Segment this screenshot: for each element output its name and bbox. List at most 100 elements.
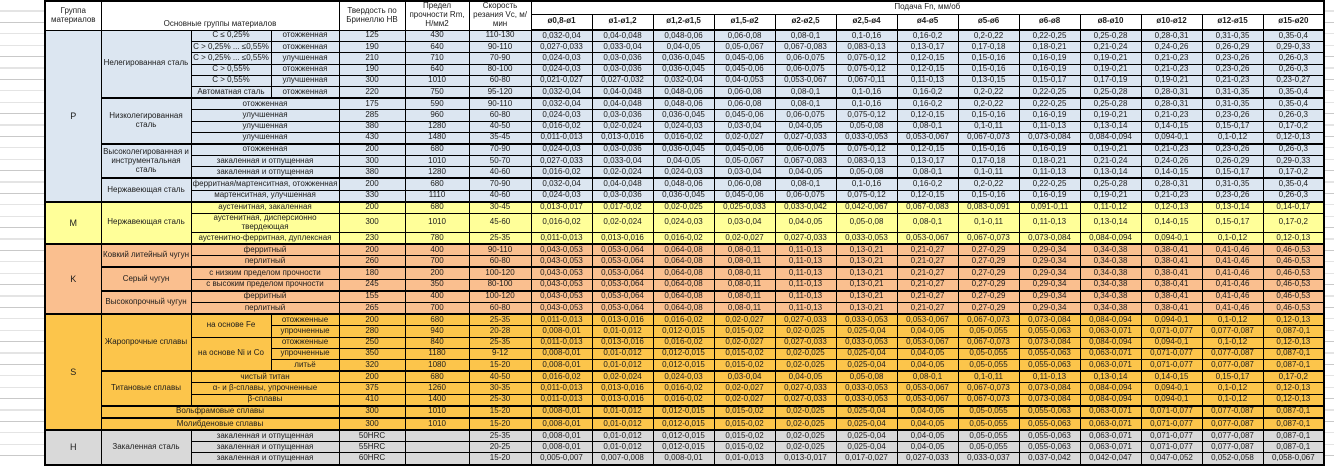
feed-cell: 0,008-0,01: [530, 416, 593, 431]
feed-cell: 0,05-0,067: [713, 41, 776, 54]
feed-cell: 0,008-0,01: [530, 325, 593, 338]
table-row: M Нержавеющая сталь аустенитная, закаленна…: [44, 200, 1325, 245]
feed-cell: 0,17-0,2: [1262, 370, 1325, 384]
feed-cell: 0,033-0,037: [957, 452, 1020, 466]
feed-cell: 0,02-0,024: [591, 370, 654, 384]
feed-cell: 0,26-0,29: [1201, 155, 1264, 168]
feed-cell: 0,024-0,03: [530, 63, 593, 76]
feed-cell: 0,027-0,033: [530, 155, 593, 168]
hardness-cell: 380: [338, 120, 406, 133]
feed-cell: 0,34-0,38: [1079, 278, 1142, 292]
feed-cell: 0,011-0,013: [530, 336, 593, 349]
material-cell: улучшенная: [270, 52, 340, 65]
material-cell: закаленная и отпущенная: [190, 441, 340, 454]
feed-cell: 0,19-0,21: [1079, 189, 1142, 203]
group-letter-cell: P: [44, 29, 102, 203]
material-cell: закаленная и отпущенная: [190, 429, 340, 443]
feed-cell: 0,094-0,1: [1140, 382, 1203, 395]
material-cell: C > 0,55%: [190, 74, 272, 87]
material-cell: C > 0,25% ... ≤0,55%: [190, 41, 272, 54]
cutting-speed-cell: 90-110: [468, 97, 532, 111]
feed-cell: 0,04-0,048: [591, 29, 654, 43]
feed-cell: 0,29-0,34: [1018, 302, 1081, 315]
feed-cell: 0,12-0,13: [1262, 393, 1325, 407]
feed-cell: 0,11-0,13: [1018, 213, 1081, 233]
material-cell: Молибденовые сплавы: [100, 416, 340, 431]
cutting-speed-cell: 20-28: [468, 325, 532, 338]
feed-cell: 0,08-0,11: [713, 302, 776, 315]
feed-cell: 0,073-0,084: [1018, 313, 1081, 327]
feed-cell: 0,17-0,2: [1262, 213, 1325, 233]
feed-cell: 0,16-0,19: [1018, 109, 1081, 122]
feed-cell: 0,073-0,084: [1018, 336, 1081, 349]
feed-cell: 0,063-0,071: [1079, 358, 1142, 372]
feed-cell: 0,05-0,055: [957, 441, 1020, 454]
feed-cell: 0,12-0,15: [896, 109, 959, 122]
group-letter-cell: M: [44, 200, 102, 245]
feed-cell: 0,036-0,045: [652, 142, 715, 157]
feed-cell: 0,17-0,19: [1079, 74, 1142, 87]
strength-cell: 1010: [404, 213, 470, 233]
feed-cell: 0,084-0,094: [1079, 336, 1142, 349]
feed-cell: 0,013-0,016: [591, 393, 654, 407]
feed-cell: 0,23-0,26: [1201, 142, 1264, 157]
feed-cell: 0,01-0,012: [591, 441, 654, 454]
feed-cell: 0,053-0,067: [774, 74, 837, 87]
table-row: Серый чугун с низким пределом прочности 18…: [45, 266, 1325, 292]
feed-cell: 0,23-0,27: [1262, 74, 1325, 87]
feed-cell: 0,1-0,12: [1201, 336, 1264, 349]
feed-cell: 0,04-0,05: [896, 441, 959, 454]
spreadsheet-gutter-right: [1325, 0, 1334, 458]
materials-cutting-table: Группа материалов Основные группы материа…: [44, 0, 1326, 466]
strength-cell: 680: [404, 177, 470, 191]
feed-cell: 0,064-0,08: [652, 278, 715, 292]
table-row: аустенитно-ферритная, дуплексная 230 780 25…: [45, 231, 1325, 245]
feed-cell: 0,14-0,15: [1140, 370, 1203, 384]
feed-cell: 0,071-0,077: [1140, 441, 1203, 454]
feed-cell: 0,027-0,033: [774, 336, 837, 349]
feed-cell: 0,06-0,075: [774, 142, 837, 157]
hardness-cell: 410: [338, 393, 406, 407]
hardness-cell: 210: [338, 52, 406, 65]
feed-cell: 0,34-0,38: [1079, 266, 1142, 280]
feed-cell: 0,13-0,21: [835, 255, 898, 268]
cutting-speed-cell: 25-35: [468, 231, 532, 245]
feed-cell: 0,12-0,15: [896, 52, 959, 65]
strength-cell: 940: [404, 325, 470, 338]
feed-cell: 0,15-0,16: [957, 109, 1020, 122]
material-cell: C > 0,55%: [190, 63, 272, 76]
col-header-diameter-range: ø1-ø1,2: [591, 13, 654, 31]
material-cell: Автоматная сталь: [190, 85, 272, 99]
strength-cell: 1180: [404, 347, 470, 360]
feed-cell: 0,34-0,38: [1079, 243, 1142, 257]
feed-cell: 0,048-0,06: [652, 97, 715, 111]
material-cell: закаленная и отпущенная: [190, 166, 340, 179]
hardness-cell: 230: [338, 231, 406, 245]
feed-cell: 0,064-0,08: [652, 255, 715, 268]
feed-cell: 0,045-0,06: [713, 189, 776, 203]
col-header-diameter-range: ø4-ø5: [896, 13, 959, 31]
material-cell: C ≤ 0,25%: [190, 29, 272, 43]
feed-cell: 0,048-0,06: [652, 85, 715, 99]
feed-cell: 0,1-0,16: [835, 97, 898, 111]
feed-cell: 0,015-0,02: [713, 429, 776, 443]
table-row: на основе Ni и Co отожженные 250 840 25-35 0,…: [45, 336, 1325, 372]
feed-cell: 0,067-0,083: [896, 200, 959, 214]
cutting-speed-cell: 60-80: [468, 74, 532, 87]
feed-cell: 0,13-0,21: [835, 302, 898, 315]
feed-cell: 0,21-0,27: [896, 302, 959, 315]
feed-cell: 0,11-0,13: [774, 289, 837, 304]
material-cell: Высоколегированная и инструментальная ст…: [100, 142, 192, 179]
material-cell: Нелегированная сталь: [100, 29, 192, 99]
feed-cell: 0,24-0,26: [1140, 155, 1203, 168]
feed-cell: 0,03-0,036: [591, 142, 654, 157]
feed-cell: 0,05-0,055: [957, 416, 1020, 431]
feed-cell: 0,03-0,04: [713, 120, 776, 133]
cutting-speed-cell: 40-60: [468, 189, 532, 203]
feed-cell: 0,13-0,17: [896, 41, 959, 54]
feed-cell: 0,05-0,08: [835, 166, 898, 179]
feed-cell: 0,21-0,23: [1140, 63, 1203, 76]
feed-cell: 0,033-0,04: [591, 155, 654, 168]
hardness-cell: 330: [338, 189, 406, 203]
feed-cell: 0,21-0,23: [1140, 109, 1203, 122]
